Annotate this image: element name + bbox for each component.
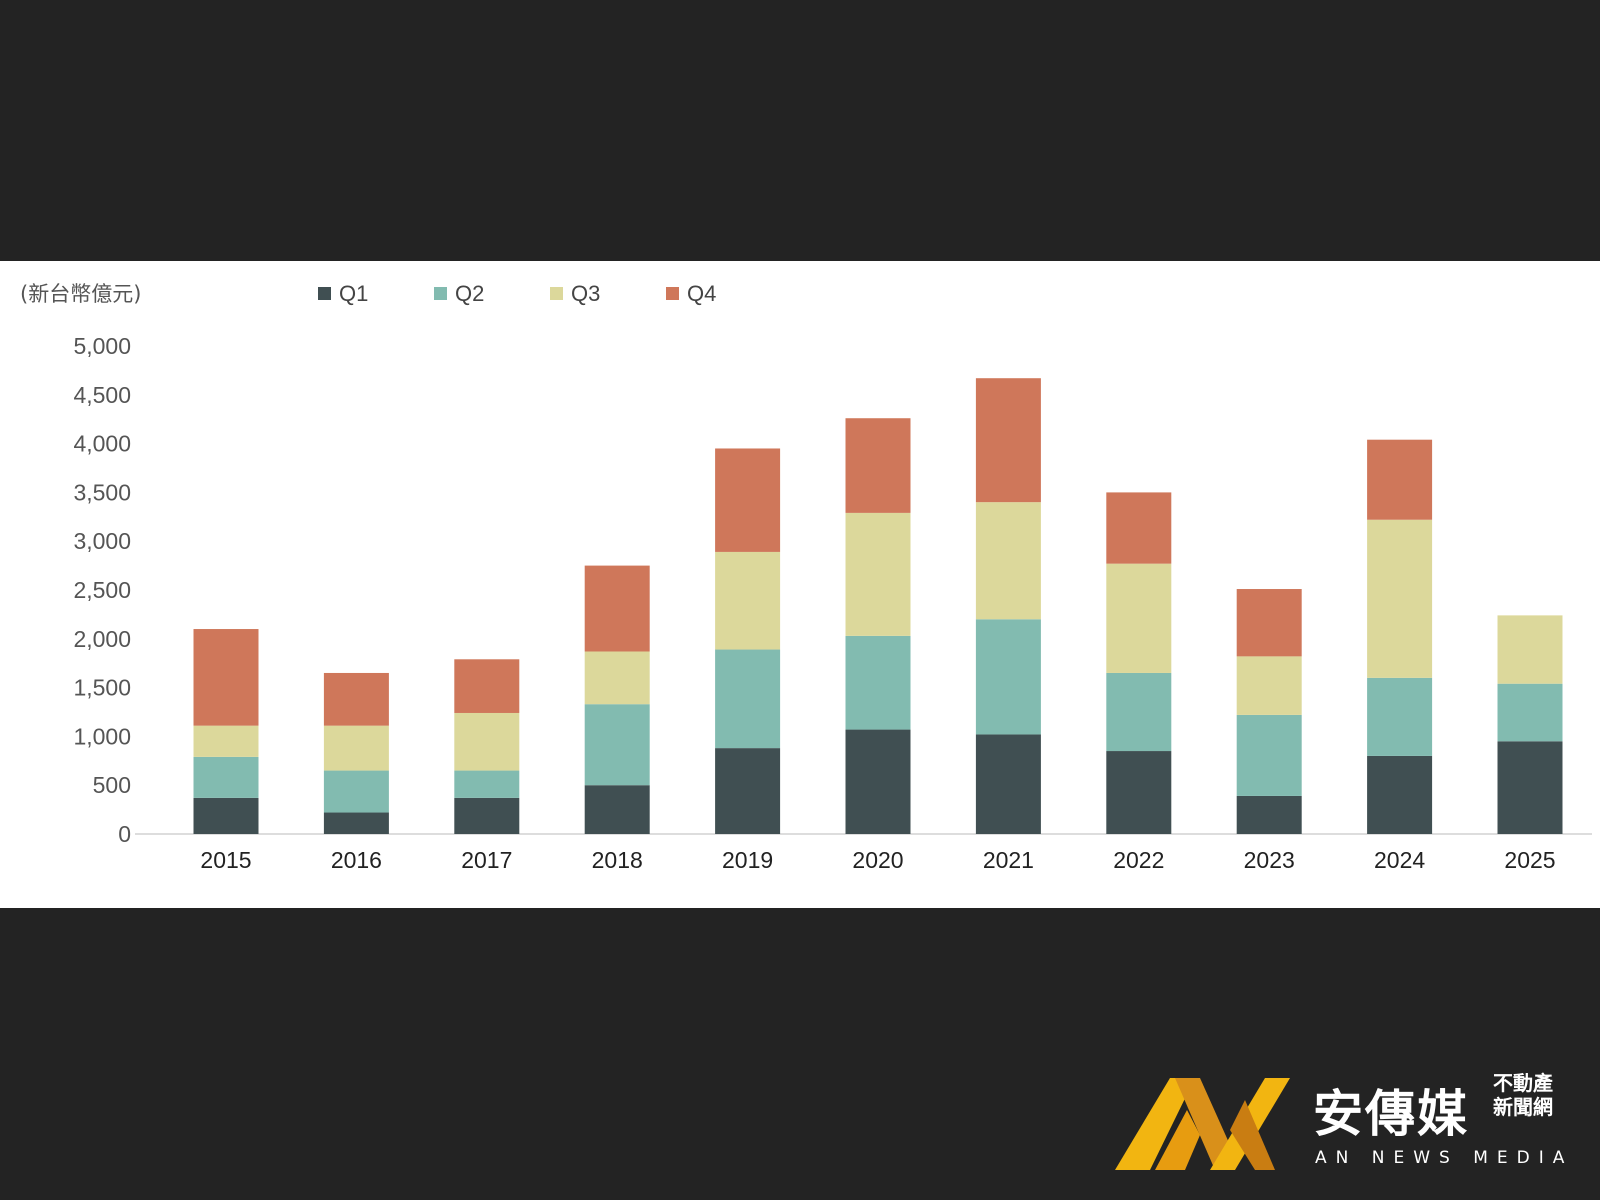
logo-brand: 安傳媒 — [1313, 1085, 1469, 1143]
x-tick-label: 2015 — [200, 847, 251, 873]
bar-2015-q1 — [193, 797, 259, 834]
bar-2025-q1 — [1497, 741, 1563, 834]
x-tick-label: 2024 — [1374, 847, 1425, 873]
bar-2018-q4 — [584, 565, 650, 652]
legend-label-q4: Q4 — [687, 281, 716, 306]
x-tick-label: 2017 — [461, 847, 512, 873]
y-tick-label: 500 — [93, 772, 131, 798]
y-tick-label: 1,500 — [73, 675, 131, 701]
bar-2023-q2 — [1236, 714, 1302, 796]
bar-2016-q2 — [323, 770, 389, 813]
an-news-media-logo: 安傳媒 不動產 新聞網 AN NEWS MEDIA — [1115, 1070, 1585, 1175]
bars — [193, 378, 1563, 834]
y-axis: 0 500 1,000 1,500 2,000 2,500 3,000 3,500 4,000 4… — [73, 333, 131, 847]
bar-2015-q2 — [193, 756, 259, 798]
bar-2021-q2 — [975, 619, 1041, 735]
y-tick-label: 4,000 — [73, 431, 131, 457]
bar-2016-q4 — [323, 672, 389, 726]
x-tick-label: 2019 — [722, 847, 773, 873]
bar-2019-q1 — [715, 748, 781, 834]
bar-2015-q3 — [193, 725, 259, 757]
bar-2022-q1 — [1106, 751, 1172, 834]
y-tick-label: 5,000 — [73, 333, 131, 359]
chart-panel — [0, 261, 1600, 908]
y-tick-label: 1,000 — [73, 723, 131, 749]
legend: Q1 Q2 Q3 Q4 — [318, 281, 716, 306]
bar-2023-q4 — [1236, 589, 1302, 657]
bar-2020-q3 — [845, 512, 911, 636]
logo-sub-2: 新聞網 — [1493, 1095, 1553, 1119]
bar-2021-q4 — [975, 378, 1041, 503]
x-tick-label: 2025 — [1504, 847, 1555, 873]
bar-2020-q1 — [845, 729, 911, 834]
y-tick-label: 3,000 — [73, 528, 131, 554]
bar-2020-q2 — [845, 635, 911, 730]
y-tick-label: 2,000 — [73, 626, 131, 652]
bar-2022-q4 — [1106, 492, 1172, 564]
bar-2023-q1 — [1236, 795, 1302, 834]
bar-2020-q4 — [845, 418, 911, 513]
logo-english: AN NEWS MEDIA — [1315, 1148, 1574, 1168]
bar-2024-q2 — [1367, 677, 1433, 756]
bar-2019-q4 — [715, 448, 781, 552]
y-tick-label: 2,500 — [73, 577, 131, 603]
legend-swatch-q2 — [434, 287, 447, 300]
legend-label-q2: Q2 — [455, 281, 484, 306]
logo-sub-1: 不動產 — [1493, 1071, 1553, 1095]
bar-2023-q3 — [1236, 656, 1302, 715]
an-logo-mark-icon — [1115, 1078, 1290, 1170]
bar-2017-q4 — [454, 659, 520, 713]
legend-swatch-q3 — [550, 287, 563, 300]
x-tick-label: 2020 — [852, 847, 903, 873]
legend-label-q3: Q3 — [571, 281, 600, 306]
y-tick-label: 4,500 — [73, 382, 131, 408]
bar-2015-q4 — [193, 629, 259, 726]
bar-2024-q1 — [1367, 755, 1433, 834]
bar-2019-q3 — [715, 551, 781, 650]
x-axis: 2015 2016 2017 2018 2019 2020 2021 2022 2023 2024… — [200, 847, 1555, 873]
y-tick-label: 0 — [118, 821, 131, 847]
bar-2022-q3 — [1106, 563, 1172, 673]
bar-2016-q3 — [323, 725, 389, 771]
x-tick-label: 2023 — [1244, 847, 1295, 873]
x-tick-label: 2016 — [331, 847, 382, 873]
bar-2018-q1 — [584, 785, 650, 834]
x-tick-label: 2022 — [1113, 847, 1164, 873]
bar-2018-q3 — [584, 651, 650, 705]
bar-2017-q1 — [454, 797, 520, 834]
bar-2017-q3 — [454, 712, 520, 771]
bar-2021-q3 — [975, 502, 1041, 620]
legend-swatch-q4 — [666, 287, 679, 300]
bar-2017-q2 — [454, 770, 520, 798]
bar-2018-q2 — [584, 704, 650, 786]
bar-2024-q4 — [1367, 439, 1433, 520]
bar-2021-q1 — [975, 734, 1041, 834]
x-tick-label: 2021 — [983, 847, 1034, 873]
bar-2016-q1 — [323, 812, 389, 834]
bar-2025-q2 — [1497, 683, 1563, 742]
unit-label: (新台幣億元) — [20, 282, 141, 306]
x-tick-label: 2018 — [592, 847, 643, 873]
legend-swatch-q1 — [318, 287, 331, 300]
legend-label-q1: Q1 — [339, 281, 368, 306]
y-tick-label: 3,500 — [73, 479, 131, 505]
bar-2025-q3 — [1497, 615, 1563, 684]
bar-2019-q2 — [715, 649, 781, 749]
bar-2024-q3 — [1367, 519, 1433, 678]
bar-2022-q2 — [1106, 672, 1172, 752]
